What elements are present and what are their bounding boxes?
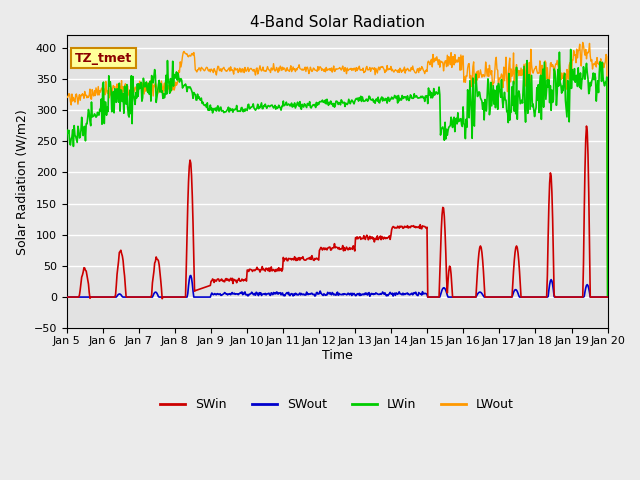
Title: 4-Band Solar Radiation: 4-Band Solar Radiation	[250, 15, 424, 30]
X-axis label: Time: Time	[322, 348, 353, 361]
Text: TZ_tmet: TZ_tmet	[75, 52, 132, 65]
Legend: SWin, SWout, LWin, LWout: SWin, SWout, LWin, LWout	[156, 393, 519, 416]
Y-axis label: Solar Radiation (W/m2): Solar Radiation (W/m2)	[15, 109, 28, 255]
